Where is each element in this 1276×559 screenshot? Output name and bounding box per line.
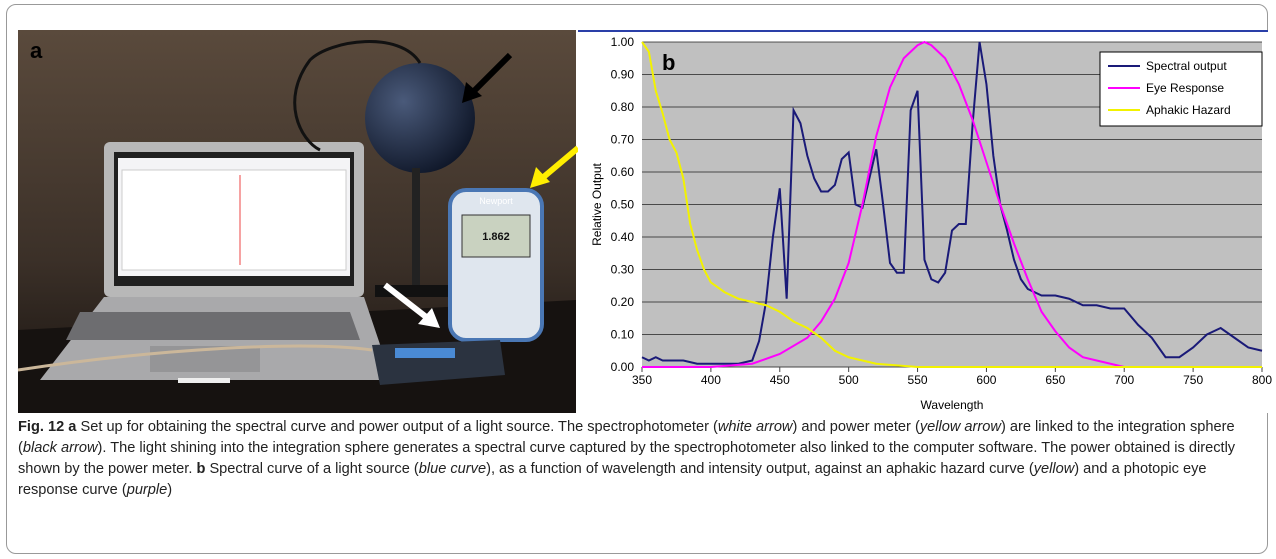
y-tick-label: 0.30 — [611, 263, 635, 277]
caption-text: white arrow — [717, 419, 793, 435]
panel-label: a — [30, 38, 43, 63]
caption-text: ). The light shining into the integratio… — [18, 440, 1236, 477]
y-tick-label: 0.50 — [611, 198, 635, 212]
y-tick-label: 0.70 — [611, 133, 635, 147]
y-tick-label: 0.00 — [611, 360, 635, 374]
legend-label: Aphakic Hazard — [1146, 103, 1231, 117]
caption-text: Spectral curve of a light source ( — [209, 461, 419, 477]
x-tick-label: 600 — [976, 373, 996, 387]
x-tick-label: 350 — [632, 373, 652, 387]
y-tick-label: 0.90 — [611, 68, 635, 82]
caption-text: black arrow — [22, 440, 98, 456]
y-tick-label: 0.20 — [611, 295, 635, 309]
caption-text: ) — [167, 482, 173, 498]
caption-text: yellow arrow — [919, 419, 1001, 435]
photo-text: Newport — [479, 196, 513, 206]
y-tick-label: 0.60 — [611, 165, 635, 179]
x-tick-label: 700 — [1114, 373, 1134, 387]
y-tick-label: 0.10 — [611, 328, 635, 342]
caption-text: ) are linked to the integration sphere ( — [18, 419, 1235, 456]
caption-text: ), as a function of wavelength and inten… — [486, 461, 1034, 477]
y-tick-label: 0.40 — [611, 230, 635, 244]
x-tick-label: 550 — [908, 373, 928, 387]
legend-label: Eye Response — [1146, 81, 1224, 95]
x-tick-label: 650 — [1045, 373, 1065, 387]
panel-label: b — [662, 50, 675, 75]
series-line — [641, 41, 1262, 368]
legend-label: Spectral output — [1146, 59, 1227, 73]
x-tick-label: 500 — [839, 373, 859, 387]
x-tick-label: 400 — [701, 373, 721, 387]
y-tick-label: 0.80 — [611, 100, 635, 114]
x-tick-label: 750 — [1183, 373, 1203, 387]
caption-label: Fig. 12 — [18, 419, 65, 435]
photo: Newport 1.862 a — [17, 30, 580, 413]
y-tick-label: 1.00 — [611, 35, 635, 49]
series-line — [641, 41, 1263, 365]
caption: Fig. 12 a Set up for obtaining the spect… — [18, 417, 1258, 501]
caption-text: purple — [126, 482, 168, 498]
caption-text: blue curve — [418, 461, 487, 477]
photo-text: 1.862 — [482, 231, 510, 243]
caption-text: ) and a photopic eye response curve ( — [18, 461, 1207, 498]
caption-text: b — [196, 461, 206, 477]
caption-text: ) and power meter ( — [792, 419, 920, 435]
y-axis-label: Relative Output — [590, 162, 604, 245]
caption-text: Set up for obtaining the spectral curve … — [80, 419, 718, 435]
x-tick-label: 800 — [1252, 373, 1272, 387]
caption-text: yellow — [1033, 461, 1075, 477]
caption-text: a — [68, 419, 77, 435]
figure: Newport 1.862 a b 0.00 0.10 0.20 0.30 0.40 0.… — [17, 30, 1272, 413]
x-axis-label: Wavelength — [921, 398, 984, 412]
x-tick-label: 450 — [770, 373, 790, 387]
series-line — [642, 40, 1262, 368]
